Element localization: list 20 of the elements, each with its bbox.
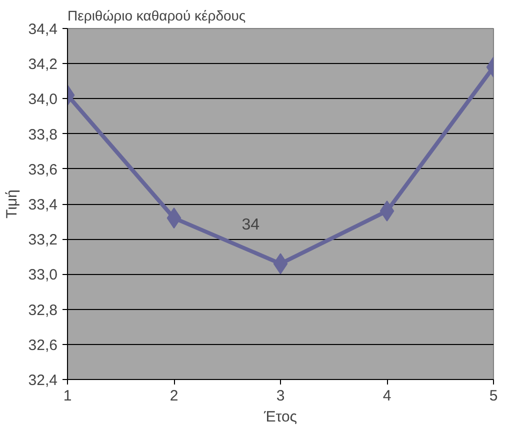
y-tick-label: 33,6 xyxy=(28,161,58,178)
y-tick-label: 33,0 xyxy=(28,266,58,284)
y-tick-label: 33,8 xyxy=(28,126,58,144)
y-tick-label: 32,6 xyxy=(28,336,58,354)
chart-title: Περιθώριο καθαρού κέρδους xyxy=(68,8,246,24)
y-tick-label: 34,2 xyxy=(28,56,58,74)
x-tick-label: 2 xyxy=(170,388,178,404)
y-tick-label: 33,4 xyxy=(28,196,58,214)
x-tick-label: 4 xyxy=(382,388,392,404)
x-tick-label: 1 xyxy=(63,388,72,404)
y-tick-label: 34,0 xyxy=(28,91,58,108)
x-tick-label: 3 xyxy=(276,388,285,404)
y-tick-label: 33,2 xyxy=(28,232,58,249)
x-tick-label: 5 xyxy=(489,388,498,404)
y-axis-title: Τιμή xyxy=(3,190,20,218)
annotation: 34 xyxy=(242,216,260,234)
x-axis-title: Έτος xyxy=(262,408,298,426)
y-tick-label: 32,4 xyxy=(28,372,58,389)
y-tick-label: 32,8 xyxy=(28,302,58,319)
y-tick-label: 34,4 xyxy=(28,21,58,38)
